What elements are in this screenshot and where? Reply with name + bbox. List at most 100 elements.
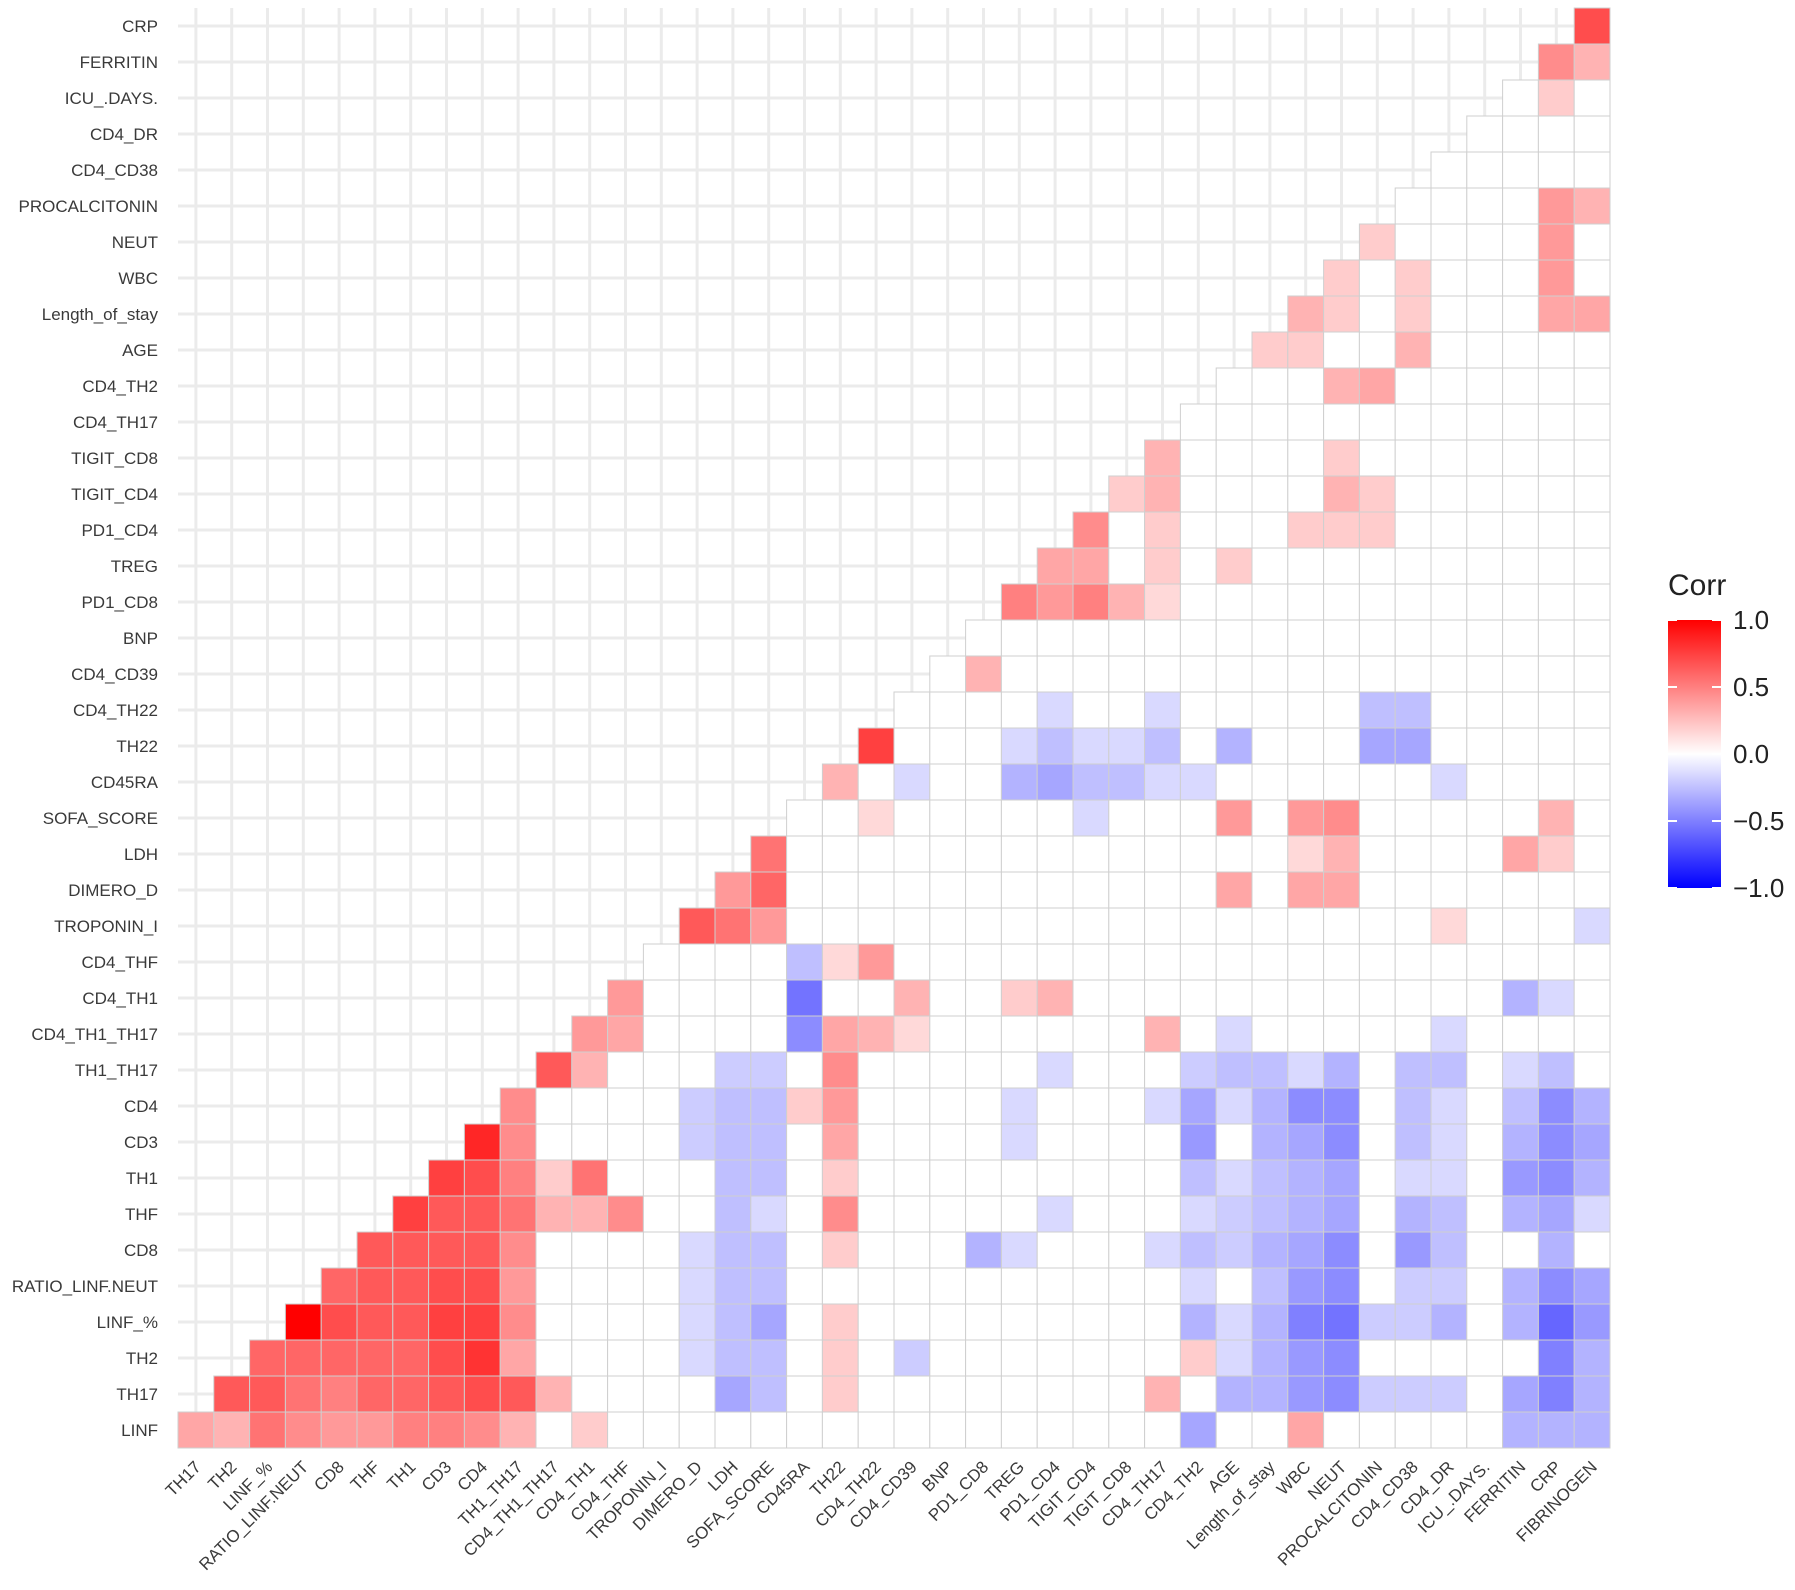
- heatmap-cell: [1573, 367, 1611, 405]
- heatmap-cell: [642, 1015, 680, 1053]
- heatmap-cell: [1573, 151, 1611, 189]
- heatmap-cell: [1430, 1375, 1468, 1413]
- heatmap-cell: [213, 1411, 251, 1449]
- heatmap-cell: [1358, 223, 1396, 261]
- heatmap-cell: [1251, 1051, 1289, 1089]
- heatmap-cell: [1430, 547, 1468, 585]
- heatmap-cell: [1000, 1015, 1038, 1053]
- heatmap-cell: [714, 1267, 752, 1305]
- heatmap-cell: [1466, 979, 1504, 1017]
- heatmap-cell: [1537, 763, 1575, 801]
- heatmap-cell: [1358, 1303, 1396, 1341]
- heatmap-cell: [1466, 1015, 1504, 1053]
- heatmap-cell: [1179, 1195, 1217, 1233]
- heatmap-cell: [1323, 1015, 1360, 1053]
- heatmap-cell: [929, 727, 967, 765]
- heatmap-cell: [1323, 439, 1360, 477]
- heatmap-cell: [1215, 1303, 1253, 1341]
- heatmap-cell: [1394, 187, 1432, 225]
- heatmap-cell: [1430, 1303, 1468, 1341]
- heatmap-cell: [1287, 1051, 1325, 1089]
- heatmap-cell: [1287, 331, 1325, 369]
- heatmap-cell: [1537, 1087, 1575, 1125]
- heatmap-cell: [1323, 1195, 1360, 1233]
- heatmap-cell: [1215, 907, 1253, 945]
- heatmap-cell: [607, 979, 644, 1017]
- heatmap-cell: [320, 1267, 358, 1305]
- heatmap-cell: [571, 1087, 609, 1125]
- heatmap-cell: [857, 1051, 895, 1089]
- heatmap-cell: [642, 1375, 680, 1413]
- heatmap-cell: [499, 1159, 537, 1197]
- heatmap-cell: [1358, 1015, 1396, 1053]
- heatmap-cell: [1287, 1231, 1325, 1269]
- heatmap-cell: [821, 1267, 859, 1305]
- heatmap-cell: [1287, 979, 1325, 1017]
- heatmap-cell: [463, 1267, 501, 1305]
- heatmap-cell: [1179, 727, 1217, 765]
- heatmap-cell: [1358, 511, 1396, 549]
- heatmap-cell: [1000, 1231, 1038, 1269]
- heatmap-cell: [1502, 1195, 1539, 1233]
- heatmap-cell: [1000, 1051, 1038, 1089]
- heatmap-cell: [1323, 907, 1360, 945]
- heatmap-cell: [1000, 1375, 1038, 1413]
- heatmap-cell: [1215, 1375, 1253, 1413]
- heatmap-cell: [499, 1123, 537, 1161]
- heatmap-cell: [1466, 367, 1504, 405]
- heatmap-cell: [965, 1303, 1002, 1341]
- heatmap-cell: [1215, 691, 1253, 729]
- heatmap-cell: [1000, 979, 1038, 1017]
- heatmap-cell: [1215, 403, 1253, 441]
- heatmap-cell: [821, 1087, 859, 1125]
- y-tick-label: Length_of_stay: [42, 305, 159, 324]
- heatmap-cell: [1215, 1339, 1253, 1377]
- y-tick-label: RATIO_LINF.NEUT: [12, 1277, 158, 1296]
- heatmap-cell: [1323, 655, 1360, 693]
- heatmap-cell: [1430, 367, 1468, 405]
- heatmap-cell: [1394, 547, 1432, 585]
- heatmap-cell: [1573, 907, 1611, 945]
- heatmap-cell: [535, 1375, 573, 1413]
- heatmap-cell: [1394, 1231, 1432, 1269]
- heatmap-cell: [1573, 115, 1611, 153]
- heatmap-cell: [1466, 1123, 1504, 1161]
- heatmap-cell: [1502, 403, 1539, 441]
- heatmap-cell: [1251, 1267, 1289, 1305]
- heatmap-cell: [1430, 1195, 1468, 1233]
- heatmap-cell: [1072, 907, 1110, 945]
- heatmap-cell: [1466, 547, 1504, 585]
- heatmap-cell: [1108, 1123, 1146, 1161]
- heatmap-cell: [1179, 835, 1217, 873]
- y-tick-label: CD4_TH17: [73, 413, 158, 432]
- heatmap-cell: [1323, 763, 1360, 801]
- heatmap-cell: [857, 1015, 895, 1053]
- heatmap-cell: [1537, 583, 1575, 621]
- heatmap-cell: [1287, 907, 1325, 945]
- heatmap-cell: [1287, 1303, 1325, 1341]
- heatmap-cell: [1573, 1123, 1611, 1161]
- y-tick-label: LINF: [121, 1421, 158, 1440]
- heatmap-cell: [1287, 691, 1325, 729]
- heatmap-cell: [1358, 691, 1396, 729]
- heatmap-cell: [1144, 835, 1181, 873]
- heatmap-cell: [1323, 799, 1360, 837]
- heatmap-cell: [1036, 943, 1074, 981]
- heatmap-cell: [1108, 619, 1146, 657]
- heatmap-cell: [1144, 1015, 1181, 1053]
- heatmap-cell: [607, 1159, 644, 1197]
- heatmap-cell: [1000, 835, 1038, 873]
- heatmap-cell: [1466, 223, 1504, 261]
- heatmap-cell: [1573, 619, 1611, 657]
- heatmap-cell: [1036, 979, 1074, 1017]
- heatmap-cell: [1323, 1087, 1360, 1125]
- heatmap-cell: [1466, 1231, 1504, 1269]
- heatmap-cell: [1466, 943, 1504, 981]
- heatmap-cell: [1179, 1231, 1217, 1269]
- y-tick-label: TROPONIN_I: [54, 917, 158, 936]
- heatmap-cell: [1466, 403, 1504, 441]
- heatmap-cell: [1358, 1339, 1396, 1377]
- heatmap-cell: [678, 943, 716, 981]
- heatmap-cell: [535, 1123, 573, 1161]
- heatmap-cell: [1502, 511, 1539, 549]
